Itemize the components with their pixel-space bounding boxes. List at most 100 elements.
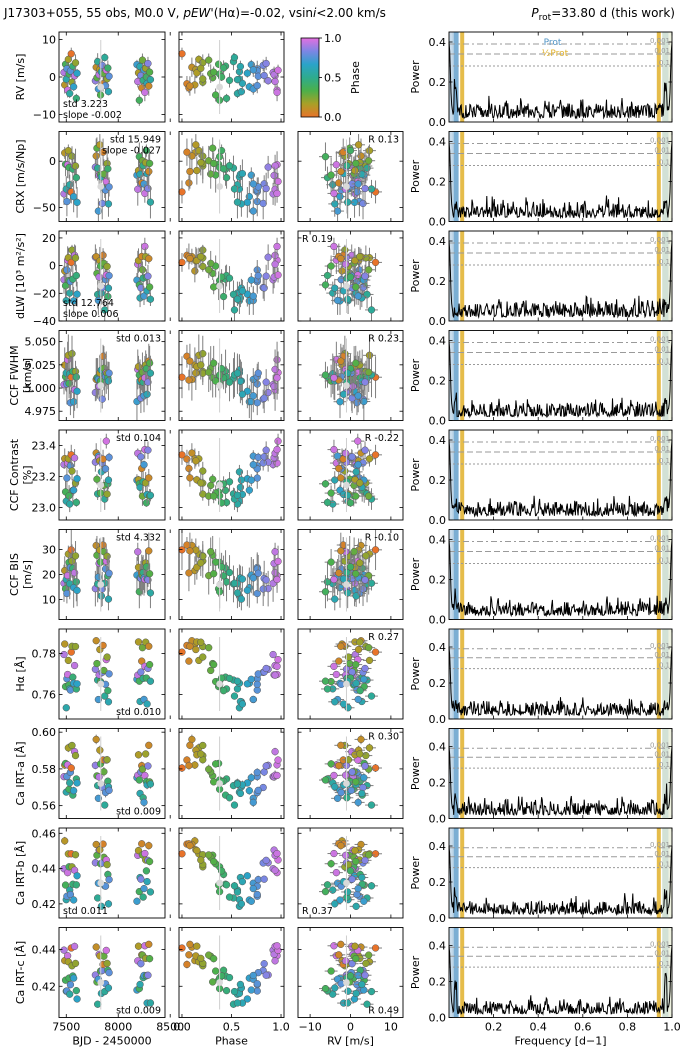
data-point	[259, 585, 267, 593]
data-point	[333, 794, 342, 802]
data-point	[142, 499, 151, 507]
data-point	[145, 474, 153, 482]
power-tick-label: 0.2	[429, 474, 447, 487]
data-point	[104, 377, 113, 385]
data-point	[145, 570, 154, 578]
data-point	[61, 837, 69, 845]
data-point	[233, 780, 242, 788]
data-point	[66, 686, 75, 694]
data-point	[371, 850, 380, 858]
data-point	[331, 783, 339, 791]
data-point	[63, 589, 71, 598]
data-point	[330, 942, 338, 950]
indicator-row: 23.0 23.2 23.4 std 0.104 CCF Contrast [%] R -0…	[8, 429, 673, 527]
data-point	[335, 657, 343, 665]
data-point	[346, 563, 355, 571]
data-point	[63, 197, 71, 206]
data-point	[141, 88, 149, 97]
data-point	[178, 944, 186, 952]
data-point	[321, 281, 330, 289]
data-point	[68, 349, 76, 358]
half-prot-band	[656, 529, 661, 620]
data-point	[99, 251, 107, 259]
std-slope-annotation: std 0.010	[116, 707, 161, 718]
data-point	[331, 284, 339, 292]
data-point	[96, 746, 104, 754]
data-point	[352, 989, 360, 998]
x-axis-label: RV [m/s]	[327, 1035, 374, 1048]
data-point	[342, 449, 350, 457]
data-point	[323, 498, 332, 507]
data-point	[361, 272, 369, 280]
half-prot-band	[656, 330, 661, 421]
data-point	[71, 552, 80, 560]
data-point	[249, 971, 257, 980]
data-point	[262, 184, 270, 193]
data-point	[104, 476, 113, 484]
phase-panel	[178, 529, 285, 620]
data-point	[103, 490, 111, 498]
data-point	[136, 980, 144, 989]
power-tick-label: 0.0	[429, 315, 447, 328]
std-slope-annotation: std 0.013	[116, 334, 161, 345]
data-point	[362, 959, 370, 968]
data-point	[371, 764, 380, 772]
data-point	[360, 897, 368, 905]
data-point	[105, 969, 113, 977]
power-tick-label: 0.0	[429, 415, 447, 428]
data-point	[141, 771, 149, 780]
data-point	[145, 741, 153, 749]
data-point	[371, 451, 380, 459]
outlier-point	[97, 282, 105, 290]
data-point	[352, 679, 360, 687]
data-point	[197, 856, 205, 864]
data-point	[327, 760, 335, 768]
data-point	[260, 71, 268, 80]
data-point	[254, 272, 262, 280]
data-point	[254, 786, 262, 795]
data-point	[354, 180, 362, 188]
data-point	[101, 882, 110, 890]
data-point	[205, 851, 213, 859]
data-point	[337, 741, 345, 749]
data-point	[222, 881, 231, 889]
power-tick-label: 0.4	[429, 434, 447, 447]
power-curve	[448, 646, 673, 717]
data-point	[321, 776, 330, 784]
y-tick-label: 0.60	[32, 726, 57, 739]
data-point	[358, 873, 366, 882]
data-point	[323, 271, 332, 280]
fap-label: 0.001	[650, 137, 670, 145]
data-point	[145, 940, 153, 948]
data-point	[233, 295, 242, 303]
data-point	[273, 849, 281, 858]
data-point	[71, 959, 80, 968]
half-prot-band	[460, 330, 465, 421]
data-point	[238, 700, 247, 708]
data-point	[274, 557, 282, 566]
periodogram-panel: 0.001 0.01 0.1 0.0 0.2 0.4 Power	[409, 429, 673, 527]
data-point	[321, 887, 330, 896]
power-axis-label: Power	[409, 358, 422, 392]
data-point	[69, 673, 77, 681]
power-curve	[448, 41, 673, 120]
data-point	[365, 656, 374, 665]
data-point	[327, 558, 335, 566]
data-point	[138, 765, 147, 773]
data-point	[71, 254, 80, 262]
half-prot-band	[656, 32, 661, 122]
data-point	[365, 744, 374, 752]
data-point	[205, 951, 213, 959]
data-point	[337, 940, 345, 948]
colorbar-tick-label: 0.5	[324, 72, 342, 85]
data-point	[236, 62, 245, 71]
data-point	[186, 940, 194, 948]
data-point	[138, 266, 147, 274]
power-tick-label: 0.4	[429, 335, 447, 348]
fap-label: 0.01	[654, 346, 670, 354]
data-point	[185, 657, 193, 665]
data-point	[145, 857, 154, 866]
std-slope-annotation: std 12.764	[63, 298, 114, 309]
